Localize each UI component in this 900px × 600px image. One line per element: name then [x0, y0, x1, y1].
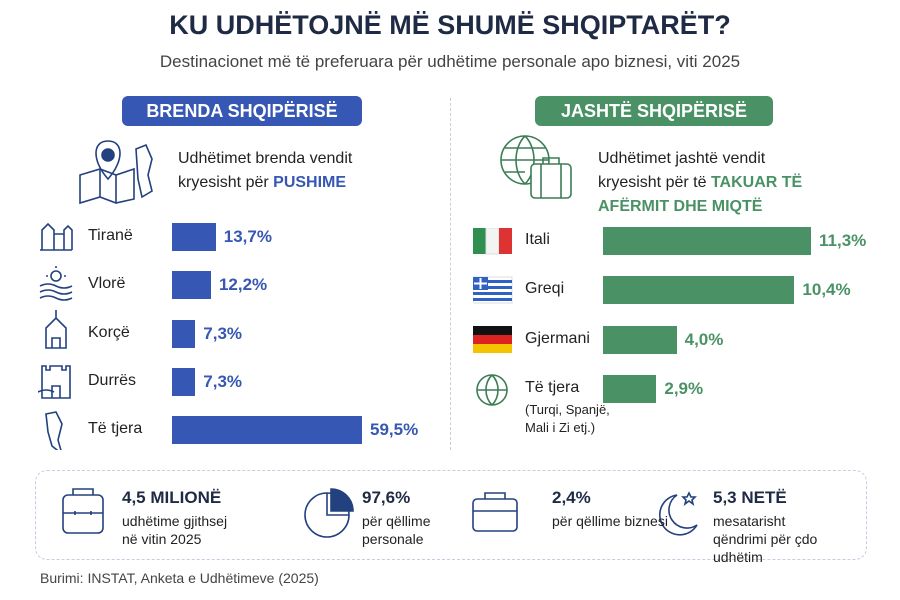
bar — [172, 368, 196, 396]
category-label: Të tjera — [525, 379, 580, 396]
bar — [172, 223, 216, 251]
stat-value: 97,6% — [362, 488, 411, 507]
panel-description: Udhëtimet brenda vendit kryesisht për PU… — [178, 147, 408, 195]
value-label: 59,5% — [370, 420, 419, 439]
category-label: Durrës — [88, 372, 137, 389]
description-text: Udhëtimet jashtë vendit kryesisht për të — [598, 150, 766, 191]
category-label: Të tjera — [88, 420, 143, 437]
bar — [603, 326, 677, 354]
title: KU UDHËTOJNË MË SHUMË SHQIPTARËT? — [169, 10, 731, 40]
description-highlight: TAKUAR TË AFËRMIT DHE MIQTË — [598, 174, 803, 215]
category-label: Gjermani — [525, 330, 590, 347]
stats-box — [35, 470, 867, 560]
description-highlight: PUSHIME — [273, 174, 347, 191]
panel-title: BRENDA SHQIPËRISË — [122, 96, 362, 126]
value-label: 2,9% — [664, 379, 704, 398]
panel-title: JASHTË SHQIPËRISË — [535, 96, 773, 126]
category-note: (Turqi, Spanjë, Mali i Zi etj.) — [525, 402, 610, 435]
stat-label: mesatarisht qëndrimi për çdo udhëtim — [713, 513, 818, 565]
stat-label: për qëllime personale — [362, 513, 431, 547]
value-label: 4,0% — [684, 330, 724, 349]
bar — [603, 227, 811, 255]
category-label: Tiranë — [88, 227, 133, 244]
stat-value: 4,5 MILIONË — [122, 488, 222, 507]
description-text: Udhëtimet brenda vendit kryesisht për — [178, 150, 353, 191]
category-label: Itali — [525, 231, 550, 248]
bar — [172, 271, 211, 299]
value-label: 13,7% — [223, 227, 272, 246]
globe-suitcase-icon — [500, 135, 572, 199]
source: Burimi: INSTAT, Anketa e Udhëtimeve (202… — [40, 570, 319, 586]
flag-icons — [473, 228, 513, 406]
stat-label: udhëtime gjithsej në vitin 2025 — [122, 513, 228, 547]
value-label: 12,2% — [218, 275, 268, 294]
bar — [172, 320, 196, 348]
value-label: 7,3% — [203, 372, 243, 391]
bar — [603, 375, 657, 403]
subtitle: Destinacionet më të preferuara për udhët… — [159, 52, 741, 71]
category-label: Korçë — [88, 324, 130, 341]
bar — [172, 416, 362, 444]
value-label: 11,3% — [819, 231, 867, 250]
panel-description: Udhëtimet jashtë vendit kryesisht për të… — [598, 147, 828, 219]
category-label: Greqi — [525, 280, 565, 297]
stat-icons — [62, 488, 698, 538]
bar — [603, 276, 795, 304]
category-label: Vlorë — [88, 275, 126, 292]
value-label: 10,4% — [802, 280, 851, 299]
stat-label: për qëllime biznesi — [552, 513, 668, 529]
value-label: 7,3% — [203, 324, 243, 343]
stat-value: 5,3 NETË — [713, 488, 787, 507]
divider — [450, 98, 451, 450]
stat-value: 2,4% — [552, 488, 591, 507]
map-icon — [79, 140, 153, 205]
city-icons — [38, 222, 73, 450]
